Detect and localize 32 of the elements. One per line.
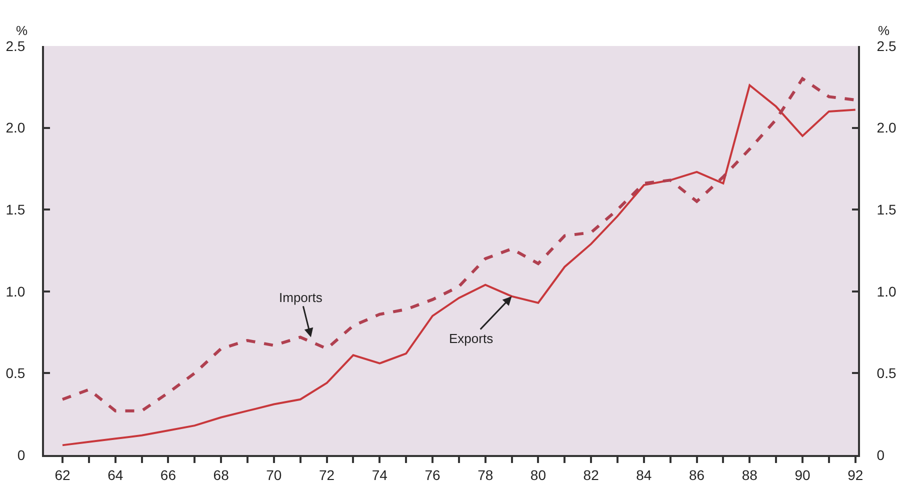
x-tick-label: 74: [372, 466, 388, 483]
x-tick-label: 84: [636, 466, 652, 483]
y-tick-label: 1.5: [6, 202, 26, 218]
y-axis-title: %: [16, 23, 28, 38]
y2-tick-label: 0: [876, 446, 885, 463]
y2-axis-title: %: [878, 23, 890, 38]
y2-tick-label: 2.0: [876, 120, 896, 136]
x-tick-label: 62: [54, 466, 70, 483]
y2-tick-label: 0.5: [876, 365, 896, 382]
x-tick-label: 90: [794, 466, 810, 483]
y-tick-label: 1.0: [6, 283, 26, 300]
annotation: Imports: [279, 290, 323, 305]
x-tick-label: 78: [478, 466, 494, 483]
x-tick-label: 82: [583, 466, 600, 483]
y-tick-label: 2.0: [6, 120, 26, 136]
x-tick-label: 66: [160, 466, 176, 483]
x-tick-label: 80: [530, 466, 546, 483]
x-tick-label: 70: [266, 466, 282, 483]
annotation: Exports: [449, 331, 494, 346]
x-tick-label: 72: [319, 466, 335, 483]
x-tick-label: 64: [108, 466, 124, 483]
y2-tick-label: 2.5: [876, 38, 896, 54]
y-tick-label: 2.5: [6, 38, 26, 54]
x-tick-label: 92: [848, 466, 864, 483]
x-tick-label: 68: [213, 466, 230, 483]
x-tick-label: 88: [742, 466, 758, 483]
y-tick-label: 0: [17, 446, 26, 463]
y-tick-label: 0.5: [6, 365, 26, 382]
x-tick-label: 76: [424, 466, 440, 483]
x-tick-label: 86: [689, 466, 705, 483]
y2-tick-label: 1.5: [876, 202, 896, 218]
y2-tick-label: 1.0: [876, 283, 896, 300]
